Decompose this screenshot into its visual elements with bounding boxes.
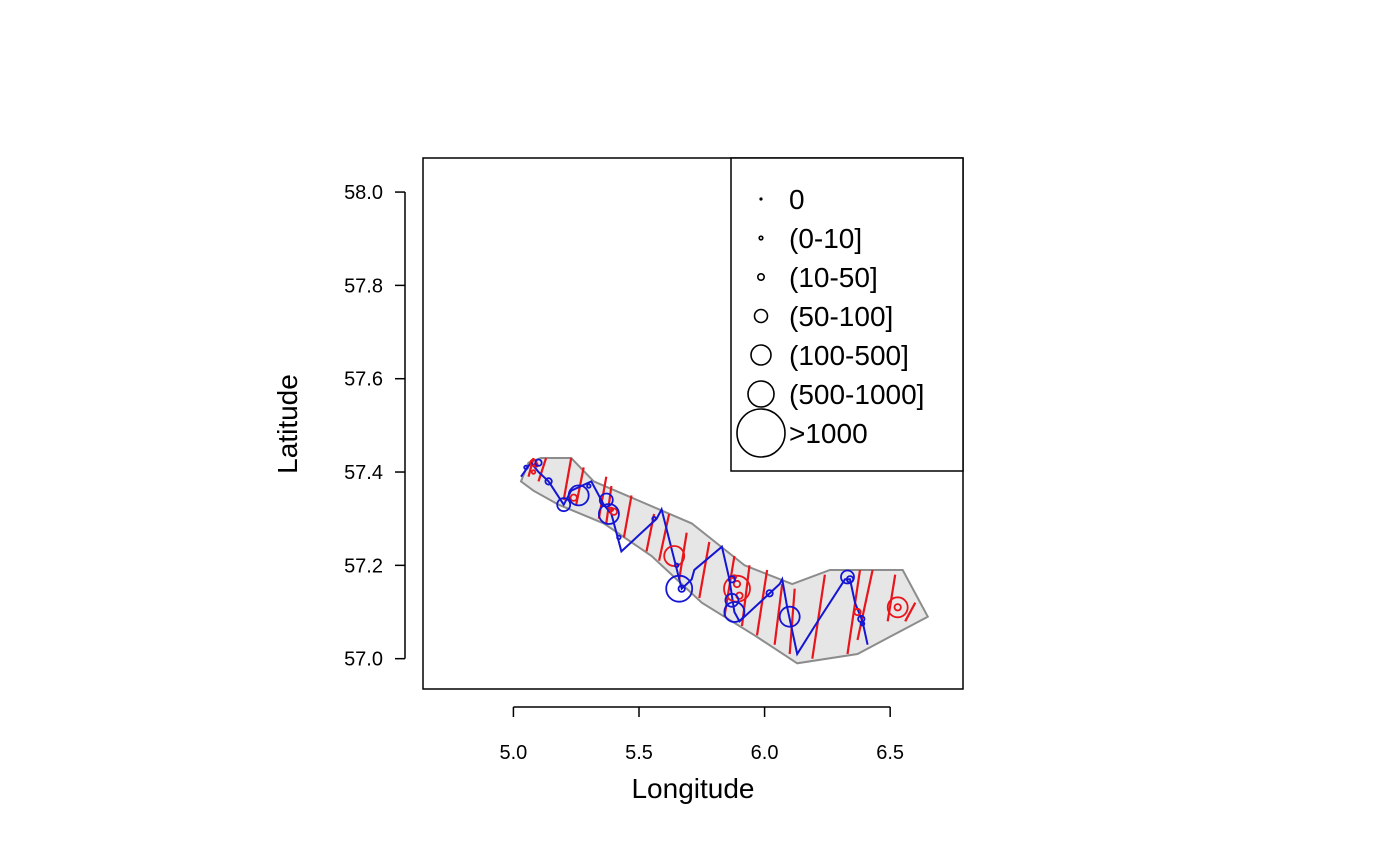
red-transect-segment (856, 569, 874, 641)
blue-sighting-point (859, 621, 866, 627)
legend-symbol (759, 197, 763, 201)
legend-label: (0-10] (789, 223, 862, 254)
red-sighting-point (853, 607, 862, 617)
blue-sighting-point (556, 497, 572, 513)
legend-symbol (747, 380, 775, 408)
blue-sighting-point (598, 492, 614, 508)
y-tick-label: 57.0 (344, 649, 383, 671)
x-tick-label: 5.5 (625, 742, 653, 764)
red-sighting-point (893, 603, 902, 612)
red-transect-segment (755, 569, 769, 636)
y-tick-label: 57.2 (344, 555, 383, 577)
blue-sighting-point (840, 569, 855, 585)
red-transect-segment (658, 513, 671, 561)
red-sighting-point (608, 506, 615, 513)
red-transect-segment (904, 602, 917, 622)
x-tick-label: 5.0 (500, 742, 528, 764)
legend: 0 (0-10] (10-50] (50-100] (100-500] (500-1000… (730, 157, 964, 472)
y-tick-label: 57.4 (344, 462, 383, 484)
red-transect-segment (527, 457, 535, 477)
legend-label: (100-500] (789, 340, 909, 371)
red-sighting-point (886, 596, 909, 619)
red-transect-segment (811, 574, 826, 659)
blue-sighting-point (765, 589, 774, 598)
blue-sighting-point (727, 575, 737, 584)
blue-sighting-point (651, 516, 657, 522)
blue-sighting-point (598, 503, 620, 525)
blue-sighting-point (586, 483, 592, 489)
red-sighting-point (569, 493, 578, 502)
red-transect-segment (537, 457, 548, 482)
blue-sighting-point (567, 484, 590, 507)
x-tick-label: 6.0 (751, 742, 779, 764)
blue-sighting-point (674, 562, 680, 568)
y-tick-label: 57.6 (344, 369, 383, 391)
red-transect-segment (622, 495, 633, 538)
legend-symbol (753, 308, 769, 324)
blue-sighting-point (616, 534, 622, 541)
red-transect-segment (678, 532, 688, 580)
legend-box (730, 157, 964, 472)
red-transect-segment (773, 583, 784, 645)
legend-label: (10-50] (789, 262, 878, 293)
blue-sighting-point (778, 605, 801, 628)
blue-sighting-point (677, 584, 686, 593)
plot-area (519, 457, 930, 665)
legend-label: 0 (789, 184, 805, 215)
red-transect-segment (788, 588, 796, 655)
blue-sighting-point (723, 601, 746, 623)
blue-sighting-point (845, 575, 855, 584)
y-tick-label: 58.0 (344, 182, 383, 204)
legend-label: (50-100] (789, 301, 893, 332)
blue-sighting-point (544, 477, 553, 486)
red-transect-segment (698, 541, 711, 599)
legend-symbol (758, 235, 764, 241)
x-axis-title: Longitude (631, 773, 754, 804)
legend-symbol (750, 344, 772, 366)
red-transect-segment (562, 457, 573, 501)
blue-sighting-point (523, 464, 529, 471)
y-axis-title: Latitude (272, 374, 303, 474)
blue-sighting-point (724, 592, 740, 608)
legend-label: >1000 (789, 418, 868, 449)
y-tick-label: 57.8 (344, 275, 383, 297)
x-tick-label: 6.5 (876, 742, 904, 764)
blue-sighting-point (534, 458, 543, 467)
legend-symbol (736, 408, 786, 458)
blue-sighting-point (665, 574, 694, 603)
legend-label: (500-1000] (789, 379, 924, 410)
red-sighting-point (732, 579, 742, 589)
red-sighting-point (530, 469, 537, 475)
legend-symbol (756, 272, 765, 281)
